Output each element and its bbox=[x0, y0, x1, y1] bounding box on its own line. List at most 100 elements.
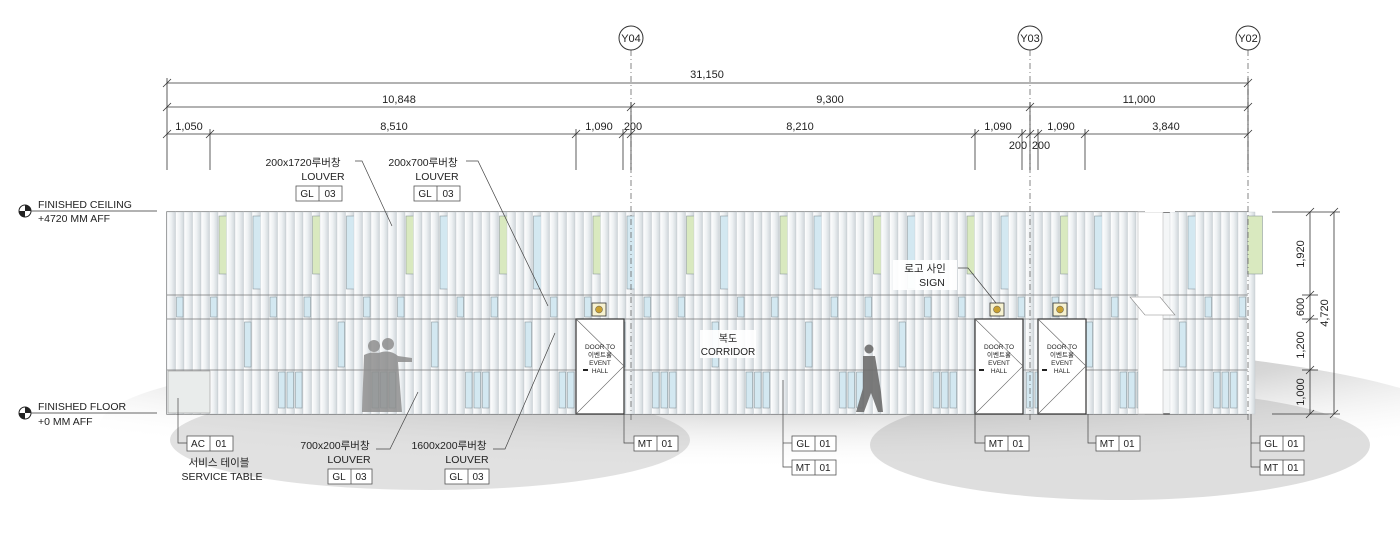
glass-panel bbox=[584, 296, 592, 318]
glass-panel bbox=[1119, 371, 1127, 409]
glass-panel bbox=[363, 296, 371, 318]
louver-fin bbox=[523, 211, 533, 415]
tag-code: GL bbox=[300, 189, 314, 200]
dim-bay: 11,000 bbox=[1123, 94, 1156, 106]
door-1: DOOR TO 이벤트홀 EVENT HALL bbox=[575, 318, 625, 415]
tag-code: GL bbox=[332, 472, 346, 483]
glass-panel bbox=[805, 321, 813, 368]
door-2: DOOR TO 이벤트홀 EVENT HALL bbox=[974, 318, 1024, 415]
glass-panel bbox=[1179, 321, 1187, 368]
louver-fin bbox=[413, 211, 423, 415]
grid-bubble-label: Y02 bbox=[1238, 33, 1258, 45]
tag-code: GL bbox=[418, 189, 432, 200]
dim-segment: 1,090 bbox=[984, 121, 1012, 133]
callout-louver-1720-en: LOUVER bbox=[301, 171, 345, 183]
person-walking-icon bbox=[856, 344, 883, 412]
callout-louver-1720-kr: 200x1720루버창 bbox=[265, 157, 340, 169]
glass-panel bbox=[1085, 321, 1093, 368]
glass-panel bbox=[210, 296, 218, 318]
door-label-line1: DOOR TO bbox=[585, 344, 615, 351]
glass-panel bbox=[762, 371, 770, 409]
louver-fin bbox=[889, 211, 899, 415]
glass-panel bbox=[295, 371, 303, 409]
callout-louver-1600x200-en: LOUVER bbox=[445, 454, 489, 466]
callout-louver-1720-tag: GL 03 bbox=[295, 185, 343, 202]
louver-fin bbox=[634, 211, 644, 415]
dim-segment: 1,090 bbox=[585, 121, 613, 133]
logo-sign-icon bbox=[591, 302, 607, 317]
dim-segment: 3,840 bbox=[1152, 121, 1180, 133]
glass-panel bbox=[941, 371, 949, 409]
louver-fin bbox=[319, 211, 329, 415]
glass-panel bbox=[558, 371, 566, 409]
glass-panel bbox=[1128, 371, 1136, 409]
louver-fin bbox=[1101, 211, 1111, 415]
level-floor-sub: +0 MM AFF bbox=[38, 416, 93, 428]
dim-segment: 1,090 bbox=[1047, 121, 1075, 133]
corridor-label-kr: 복도 bbox=[719, 333, 737, 345]
dim-vertical: 1,000 bbox=[1295, 378, 1307, 406]
glass-panel bbox=[839, 371, 847, 409]
glass-panel bbox=[303, 296, 311, 318]
glass-panel bbox=[1230, 371, 1238, 409]
material-tag: MT 01 bbox=[633, 435, 679, 452]
dim-segment: 200 bbox=[624, 121, 642, 133]
dimension-lines bbox=[162, 78, 1340, 419]
callout-louver-1600x200-kr: 1600x200루버창 bbox=[411, 440, 486, 452]
door-label-line2: 이벤트홀 bbox=[987, 350, 1011, 359]
dim-bay: 10,848 bbox=[382, 94, 416, 106]
louver-fin bbox=[226, 211, 236, 415]
dim-vertical: 600 bbox=[1295, 298, 1307, 316]
tag-code: MT bbox=[1100, 439, 1114, 450]
glass-panel bbox=[286, 371, 294, 409]
column-bracket bbox=[1129, 296, 1176, 316]
louver-fin bbox=[430, 211, 440, 415]
tag-num: 03 bbox=[324, 189, 336, 200]
glass-panel bbox=[737, 296, 745, 318]
louver-fin bbox=[914, 211, 924, 415]
tag-num: 01 bbox=[819, 463, 831, 474]
dim-segment: 8,210 bbox=[786, 121, 814, 133]
people-silhouette-icon bbox=[362, 338, 412, 412]
glass-panel bbox=[1111, 296, 1119, 318]
glass-panel bbox=[269, 296, 277, 318]
grid-bubble-y02: Y02 bbox=[1235, 25, 1261, 51]
glass-panel bbox=[1213, 371, 1221, 409]
louver-fin bbox=[421, 211, 431, 415]
door-label-line1: DOOR TO bbox=[984, 344, 1014, 351]
grid-bubble-label: Y04 bbox=[621, 33, 641, 45]
dim-segment-lower: 200 bbox=[1009, 140, 1027, 152]
door-label-line4: HALL bbox=[991, 368, 1008, 375]
door-label-line1: DOOR TO bbox=[1047, 344, 1077, 351]
louver-fin bbox=[821, 211, 831, 415]
glass-panel bbox=[669, 371, 677, 409]
louver-fin bbox=[804, 211, 814, 415]
tag-num: 01 bbox=[215, 439, 227, 450]
callout-service-table-en: SERVICE TABLE bbox=[181, 471, 262, 483]
tag-num: 03 bbox=[442, 189, 454, 200]
tag-code: GL bbox=[796, 439, 810, 450]
louver-fin bbox=[897, 211, 907, 415]
glass-panel bbox=[847, 371, 855, 409]
material-tag: MT 01 bbox=[1095, 435, 1141, 452]
glass-panel bbox=[924, 296, 932, 318]
level-ceiling-sub: +4720 MM AFF bbox=[38, 213, 110, 225]
glass-panel bbox=[1017, 296, 1025, 318]
tag-num: 01 bbox=[819, 439, 831, 450]
material-tag: MT 01 bbox=[1259, 459, 1305, 476]
door-label-line2: 이벤트홀 bbox=[588, 350, 612, 359]
dim-vertical-total: 4,720 bbox=[1319, 299, 1331, 327]
callout-louver-700-kr: 200x700루버창 bbox=[388, 157, 458, 169]
door-label-line3: EVENT bbox=[1051, 360, 1073, 367]
glass-panel bbox=[431, 321, 439, 368]
grid-bubble-label: Y03 bbox=[1020, 33, 1040, 45]
glass-panel bbox=[652, 371, 660, 409]
dim-vertical: 1,200 bbox=[1295, 331, 1307, 359]
glass-panel bbox=[244, 321, 252, 368]
callout-sign-en: SIGN bbox=[919, 277, 945, 289]
grid-bubble-y04: Y04 bbox=[618, 25, 644, 51]
dim-segment: 8,510 bbox=[380, 121, 408, 133]
corridor-label-bg bbox=[700, 330, 756, 358]
door-label-line4: HALL bbox=[592, 368, 609, 375]
